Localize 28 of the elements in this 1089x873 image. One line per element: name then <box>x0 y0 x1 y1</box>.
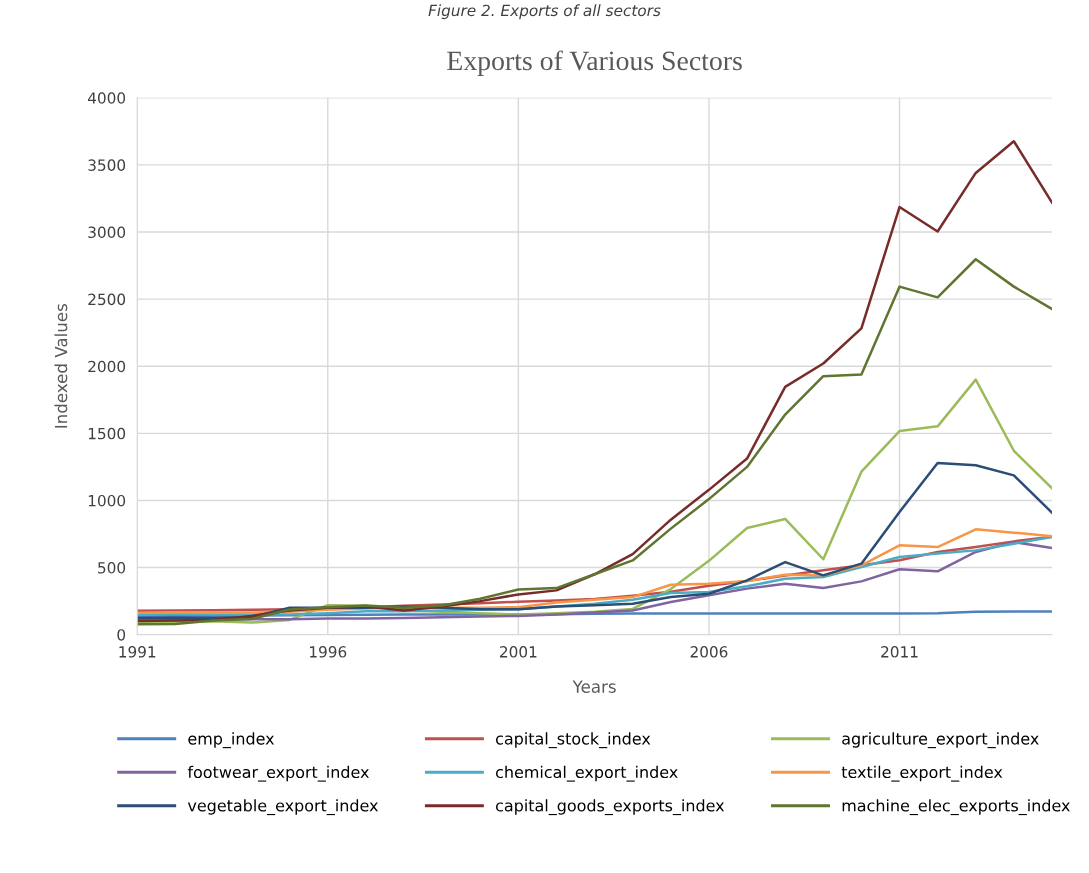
y-tick-label: 3500 <box>88 159 126 171</box>
legend-label: capital_goods_exports_index <box>496 799 725 816</box>
chart-title: Exports of Various Sectors <box>447 50 742 76</box>
y-tick-label: 1000 <box>88 494 126 507</box>
y-tick-label: 4000 <box>87 92 126 104</box>
x-tick-label: 2011 <box>881 646 918 658</box>
y-tick-label: 1500 <box>88 427 126 440</box>
legend-label: chemical_export_index <box>496 765 678 782</box>
x-tick-label: 1991 <box>119 646 156 658</box>
x-axis-title: Years <box>572 680 616 693</box>
y-tick-label: 2000 <box>88 360 126 373</box>
x-tick-label: 2001 <box>500 646 537 658</box>
y-tick-label: 3000 <box>88 226 126 239</box>
y-tick-label: 0 <box>117 629 126 641</box>
legend-label: agriculture_export_index <box>842 732 1039 749</box>
legend-label: textile_export_index <box>841 765 1003 782</box>
line-series <box>137 258 1052 626</box>
y-axis-title: Indexed Values <box>54 304 68 428</box>
x-tick-label: 2006 <box>690 646 728 658</box>
legend-label: capital_stock_index <box>496 732 651 749</box>
legend-label: machine_elec_exports_index <box>842 799 1070 816</box>
x-tick-label: 1996 <box>310 646 347 658</box>
y-tick-label: 2500 <box>88 293 126 306</box>
legend-label: footwear_export_index <box>187 765 369 782</box>
legend-label: vegetable_export_index <box>187 799 378 816</box>
y-tick-label: 500 <box>98 562 126 574</box>
caption: Figure 2. Exports of all sectors <box>428 4 661 20</box>
legend-label: emp_index <box>188 732 275 749</box>
